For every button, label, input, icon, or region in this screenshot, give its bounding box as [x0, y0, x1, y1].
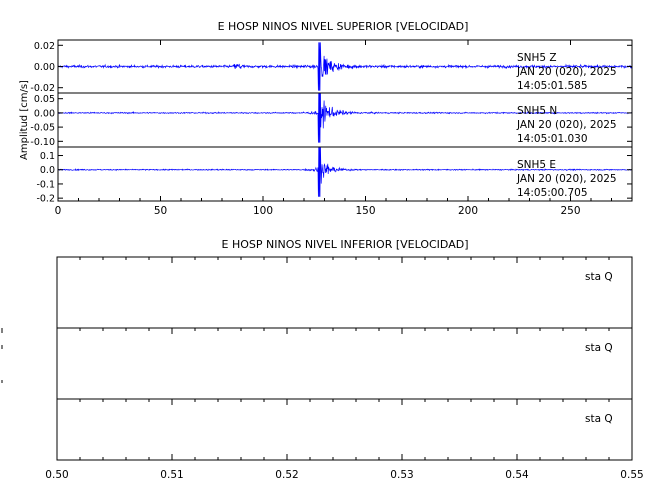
top-x-axis: 0 50 100 150 200 250	[55, 40, 633, 217]
station-label: sta Q	[585, 413, 613, 425]
station-label: sta Q	[585, 271, 613, 283]
waveform-e	[58, 147, 632, 197]
station-label: sta Q	[585, 342, 613, 354]
y-tick-label: 0.1	[40, 151, 55, 162]
station-label: SNH5 N	[517, 105, 557, 117]
bottom-seismogram-group: E HOSP NINOS NIVEL INFERIOR [VELOCIDAD] …	[45, 238, 643, 481]
panel-frame	[56, 398, 633, 461]
top-panels: 0.02 0.00 -0.02 SNH5 Z JAN 20 (020), 2025 14:…	[30, 39, 633, 205]
x-tick-label: 0.53	[390, 469, 413, 481]
empty-panel-3: sta Q	[56, 398, 633, 461]
top-chart-ylabel: Amplitud [cm/s]	[19, 80, 30, 160]
y-tick-label: 0.00	[34, 108, 55, 119]
station-label: SNH5 Z	[517, 52, 557, 64]
x-tick-label: 200	[458, 205, 478, 217]
bottom-x-axis: 0.50 0.51 0.52 0.53 0.54 0.55	[45, 454, 644, 481]
y-tick-label: -0.05	[30, 123, 55, 134]
bottom-chart-title: E HOSP NINOS NIVEL INFERIOR [VELOCIDAD]	[222, 238, 469, 251]
x-tick-label: 0.50	[45, 469, 68, 481]
date-label: JAN 20 (020), 2025	[516, 66, 617, 78]
date-label: JAN 20 (020), 2025	[516, 119, 617, 131]
y-tick-label: -0.1	[36, 179, 55, 190]
y-tick-label: 0.02	[34, 41, 55, 52]
x-tick-label: 50	[154, 205, 167, 217]
x-tick-label: 0.51	[160, 469, 183, 481]
station-label: SNH5 E	[517, 159, 556, 171]
y-tick-label: -0.02	[30, 83, 55, 94]
bottom-panels: sta Q sta Q sta Q	[56, 256, 633, 461]
waveform-n	[58, 93, 632, 143]
time-label: 14:05:01.030	[517, 133, 588, 145]
y-tick-label: 0.05	[34, 94, 55, 105]
date-label: JAN 20 (020), 2025	[516, 173, 617, 185]
y-tick-label: -0.2	[36, 194, 55, 205]
x-tick-label: 0	[55, 205, 62, 217]
trace-panel-z: 0.02 0.00 -0.02 SNH5 Z JAN 20 (020), 2025 14:…	[30, 39, 633, 94]
x-tick-label: 150	[355, 205, 375, 217]
x-tick-label: 250	[560, 205, 580, 217]
x-tick-label: 100	[253, 205, 273, 217]
y-tick-label: 0.00	[34, 62, 55, 73]
x-tick-label: 0.54	[505, 469, 529, 481]
top-seismogram-group: E HOSP NINOS NIVEL SUPERIOR [VELOCIDAD] …	[19, 20, 633, 217]
top-chart-title: E HOSP NINOS NIVEL SUPERIOR [VELOCIDAD]	[218, 20, 469, 33]
trace-panel-e: 0.1 0.0 -0.1 -0.2 SNH5 E JAN 20 (020), 2025 14…	[36, 146, 633, 205]
time-label: 14:05:01.585	[517, 80, 588, 92]
y-tick-label: 0.0	[40, 165, 55, 176]
x-tick-label: 0.55	[620, 469, 643, 481]
time-label: 14:05:00.705	[517, 187, 588, 199]
x-tick-label: 0.52	[275, 469, 298, 481]
y-tick-label: -0.10	[30, 137, 55, 148]
waveform-z	[58, 42, 632, 91]
